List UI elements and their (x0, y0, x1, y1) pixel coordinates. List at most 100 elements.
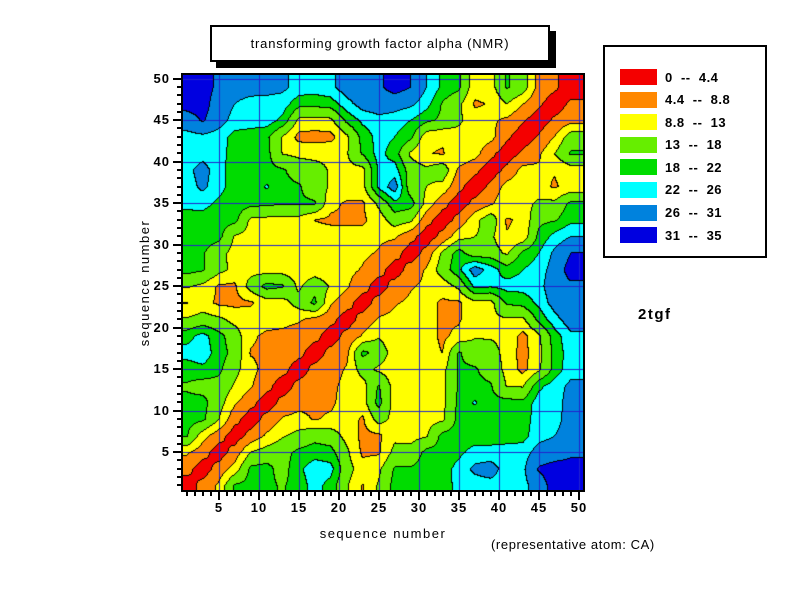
y-major-tick (173, 119, 181, 122)
x-tick-label: 25 (370, 500, 388, 515)
y-minor-tick (177, 110, 181, 113)
x-major-tick (218, 492, 220, 500)
x-major-tick (378, 492, 380, 500)
legend-label: 22 -- 26 (665, 182, 723, 198)
legend-swatch (620, 227, 657, 244)
x-minor-tick (426, 492, 428, 496)
legend-label: 18 -- 22 (665, 159, 723, 175)
x-minor-tick (570, 492, 572, 496)
x-tick-label: 50 (570, 500, 588, 515)
y-minor-tick (177, 417, 181, 420)
y-minor-tick (177, 484, 181, 487)
y-minor-tick (177, 135, 181, 138)
x-tick-label: 15 (290, 500, 308, 515)
plot-title: transforming growth factor alpha (NMR) (250, 36, 510, 51)
x-minor-tick (450, 492, 452, 496)
x-tick-label: 40 (490, 500, 508, 515)
y-minor-tick (177, 218, 181, 221)
y-tick-label: 30 (153, 236, 170, 252)
legend-swatch (620, 159, 657, 176)
y-major-tick (173, 202, 181, 205)
x-minor-tick (370, 492, 372, 496)
x-minor-tick (314, 492, 316, 496)
x-minor-tick (194, 492, 196, 496)
x-minor-tick (546, 492, 548, 496)
footnote-label: (representative atom: CA) (491, 537, 655, 552)
y-tick-label: 45 (153, 112, 170, 128)
x-axis-label: sequence number (319, 526, 447, 541)
x-minor-tick (562, 492, 564, 496)
x-major-tick (578, 492, 580, 500)
x-minor-tick (202, 492, 204, 496)
legend-row: 31 -- 35 (620, 227, 765, 244)
x-minor-tick (554, 492, 556, 496)
y-tick-label: 25 (153, 278, 170, 294)
x-minor-tick (490, 492, 492, 496)
y-minor-tick (177, 434, 181, 437)
legend-row: 22 -- 26 (620, 181, 765, 198)
legend-box: 0 -- 4.4 4.4 -- 8.8 8.8 -- 13 13 -- 18 18 --… (603, 45, 767, 258)
x-minor-tick (362, 492, 364, 496)
x-tick-label: 35 (450, 500, 468, 515)
y-minor-tick (177, 260, 181, 263)
y-minor-tick (177, 144, 181, 147)
x-minor-tick (442, 492, 444, 496)
x-minor-tick (250, 492, 252, 496)
y-minor-tick (177, 85, 181, 88)
x-minor-tick (330, 492, 332, 496)
x-minor-tick (402, 492, 404, 496)
x-minor-tick (482, 492, 484, 496)
x-tick-label: 10 (250, 500, 268, 515)
x-tick-label: 30 (410, 500, 428, 515)
y-minor-tick (177, 301, 181, 304)
y-minor-tick (177, 351, 181, 354)
x-minor-tick (434, 492, 436, 496)
legend-label: 0 -- 4.4 (665, 69, 719, 85)
y-minor-tick (177, 127, 181, 130)
y-tick-label: 35 (153, 195, 170, 211)
legend-swatch (620, 136, 657, 153)
x-minor-tick (322, 492, 324, 496)
y-minor-tick (177, 476, 181, 479)
y-minor-tick (177, 310, 181, 313)
x-minor-tick (466, 492, 468, 496)
legend-row: 4.4 -- 8.8 (620, 91, 765, 108)
legend-swatch (620, 181, 657, 198)
y-tick-label: 40 (153, 153, 170, 169)
x-minor-tick (346, 492, 348, 496)
y-minor-tick (177, 227, 181, 230)
y-minor-tick (177, 102, 181, 105)
x-minor-tick (474, 492, 476, 496)
x-minor-tick (290, 492, 292, 496)
y-minor-tick (177, 168, 181, 171)
y-major-tick (173, 243, 181, 246)
legend-label: 26 -- 31 (665, 205, 723, 221)
y-minor-tick (177, 442, 181, 445)
x-major-tick (298, 492, 300, 500)
plot-title-box: transforming growth factor alpha (NMR) (210, 25, 550, 62)
y-major-tick (173, 326, 181, 329)
x-major-tick (498, 492, 500, 500)
legend-swatch (620, 114, 657, 131)
legend-row: 13 -- 18 (620, 136, 765, 153)
y-minor-tick (177, 276, 181, 279)
x-minor-tick (354, 492, 356, 496)
y-major-tick (173, 160, 181, 163)
y-minor-tick (177, 401, 181, 404)
y-minor-tick (177, 251, 181, 254)
y-minor-tick (177, 359, 181, 362)
x-minor-tick (522, 492, 524, 496)
x-minor-tick (506, 492, 508, 496)
legend-row: 26 -- 31 (620, 204, 765, 221)
y-minor-tick (177, 426, 181, 429)
y-minor-tick (177, 467, 181, 470)
y-tick-label: 15 (153, 361, 170, 377)
y-minor-tick (177, 185, 181, 188)
x-minor-tick (394, 492, 396, 496)
legend-row: 18 -- 22 (620, 159, 765, 176)
y-tick-label: 10 (153, 402, 170, 418)
y-minor-tick (177, 94, 181, 97)
y-minor-tick (177, 384, 181, 387)
legend-label: 4.4 -- 8.8 (665, 92, 731, 108)
y-major-tick (173, 285, 181, 288)
